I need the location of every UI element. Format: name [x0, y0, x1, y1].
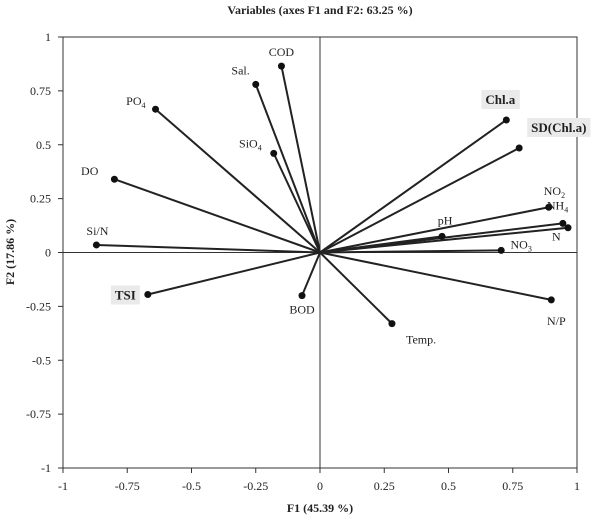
x-tick-label: 0.25 — [374, 479, 395, 493]
vector-line — [319, 251, 393, 325]
vector-endpoint — [252, 80, 260, 88]
y-tick-label: 0.75 — [30, 84, 51, 98]
y-tick-label: -0.5 — [32, 353, 51, 367]
vector-endpoint — [502, 116, 510, 124]
y-tick-label: -0.75 — [26, 407, 51, 421]
x-tick-label: -0.25 — [243, 479, 268, 493]
vector-endpoint — [270, 149, 278, 157]
variable-label: DO — [81, 164, 99, 178]
variable-label: NH4 — [547, 198, 568, 214]
vector-line — [319, 147, 520, 254]
x-tick-label: -0.75 — [115, 479, 140, 493]
variable-label: Temp. — [406, 333, 436, 347]
vector-endpoint — [144, 291, 152, 299]
vector-endpoint — [545, 203, 553, 211]
vector-line — [280, 65, 321, 253]
vector-endpoint — [559, 219, 567, 227]
variable-label: BOD — [289, 303, 315, 317]
vector-line — [154, 108, 321, 254]
x-tick-label: 0.75 — [502, 479, 523, 493]
variable-label: NO3 — [511, 237, 532, 253]
variable-label: SiO4 — [239, 136, 262, 152]
y-tick-label: -1 — [41, 461, 51, 475]
vector-endpoint — [298, 292, 306, 300]
vector-endpoint — [564, 224, 572, 232]
vector-line — [319, 119, 507, 254]
x-tick-label: -0.5 — [182, 479, 201, 493]
variable-label: Si/N — [86, 224, 108, 238]
variable-label: Sal. — [231, 63, 249, 77]
vector-line — [147, 251, 321, 296]
axes: -1 -0.75 -0.5 -0.25 0 0.25 0.5 0.75 1 1 0.75 0.5 0.2… — [26, 30, 580, 493]
label-highlight-box — [527, 117, 591, 137]
y-tick-label: -0.25 — [26, 299, 51, 313]
x-tick-label: 1 — [574, 479, 580, 493]
y-tick-label: 0.5 — [36, 138, 51, 152]
vector-endpoint — [438, 232, 446, 240]
variable-label: COD — [269, 45, 295, 59]
vector-endpoint — [388, 320, 396, 328]
y-tick-label: 0.25 — [30, 192, 51, 206]
vector-endpoint — [515, 144, 523, 152]
label-highlight-box — [481, 89, 520, 109]
x-tick-label: 0.5 — [441, 479, 456, 493]
y-tick-label: 1 — [45, 30, 51, 44]
variable-label: SD(Chl.a) — [531, 120, 586, 135]
chart-title: Variables (axes F1 and F2: 63.25 %) — [227, 3, 412, 17]
vector-line — [319, 249, 502, 254]
vector-line — [272, 152, 321, 253]
y-axis-label: F2 (17.86 %) — [3, 219, 17, 285]
vector-endpoint — [110, 175, 118, 183]
variable-label: NO2 — [544, 184, 565, 200]
vector-line — [319, 226, 569, 254]
variable-label: N/P — [547, 314, 566, 328]
y-tick-label: 0 — [45, 246, 51, 260]
x-axis-label: F1 (45.39 %) — [287, 501, 353, 515]
variable-labels: COD Sal. PO4 SiO4 DO Si/N TSI BOD Temp. Chl.a SD(C… — [81, 45, 591, 347]
vector-line — [319, 251, 552, 301]
vector-line — [114, 178, 321, 254]
variable-label: PO4 — [126, 94, 145, 110]
variable-label: Chl.a — [485, 92, 515, 107]
variable-label: pH — [438, 213, 453, 227]
vector-endpoint — [277, 62, 285, 70]
vector-line — [254, 84, 321, 253]
vector-line — [96, 243, 321, 254]
label-highlight-box — [110, 285, 140, 305]
vector-endpoint — [547, 296, 555, 304]
x-tick-label: -1 — [58, 479, 68, 493]
variable-label: TSI — [115, 288, 136, 303]
x-tick-label: 0 — [317, 479, 323, 493]
vector-line — [319, 206, 549, 254]
vector-endpoint — [152, 105, 160, 113]
variable-label: N — [552, 230, 561, 244]
vector-line — [301, 252, 321, 296]
vector-line — [319, 235, 443, 254]
vector-endpoint — [497, 246, 505, 254]
vector-endpoint — [92, 241, 100, 249]
vector-lines — [92, 62, 572, 328]
